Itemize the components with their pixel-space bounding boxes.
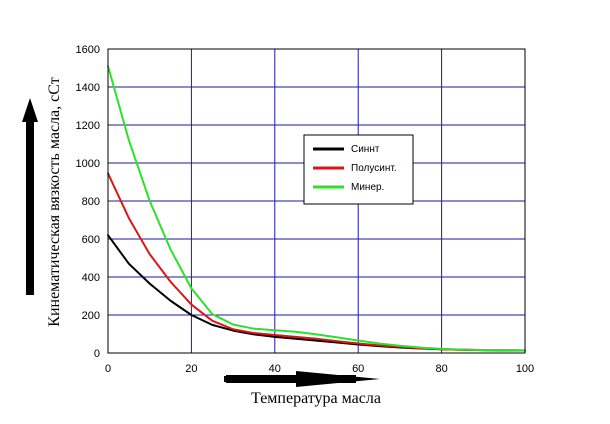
legend: Синнт Полусинт. Минер. <box>303 134 414 205</box>
y-tick-label: 600 <box>82 234 100 246</box>
x-tick-label: 60 <box>352 363 364 375</box>
y-tick-label: 200 <box>82 310 100 322</box>
y-tick-label: 800 <box>82 196 100 208</box>
x-tick-label: 0 <box>105 363 111 375</box>
y-axis-arrow-icon <box>22 98 38 295</box>
legend-label: Полусинт. <box>351 163 397 174</box>
y-tick-label: 1600 <box>76 44 100 56</box>
y-tick-label: 0 <box>94 348 100 360</box>
plot-area-frame <box>107 48 526 354</box>
tick-labels: 0 20 40 60 80 1000200400600800100012001400160… <box>76 44 535 375</box>
x-tick-label: 100 <box>516 363 534 375</box>
x-tick-label: 40 <box>269 363 281 375</box>
x-axis-arrow-icon <box>224 371 380 387</box>
y-tick-label: 1000 <box>76 158 100 170</box>
y-tick-label: 1400 <box>76 82 100 94</box>
series-line <box>107 65 526 352</box>
series-lines <box>107 65 526 352</box>
x-tick-label: 80 <box>435 363 447 375</box>
y-axis-label: Кинематическая вязкость масла, сСт <box>46 77 63 326</box>
legend-label: Синнт <box>351 144 380 155</box>
y-tick-label: 400 <box>82 272 100 284</box>
y-tick-label: 1200 <box>76 120 100 132</box>
x-axis-label: Температура масла <box>251 390 381 407</box>
x-tick-label: 20 <box>185 363 197 375</box>
legend-label: Минер. <box>351 182 384 193</box>
